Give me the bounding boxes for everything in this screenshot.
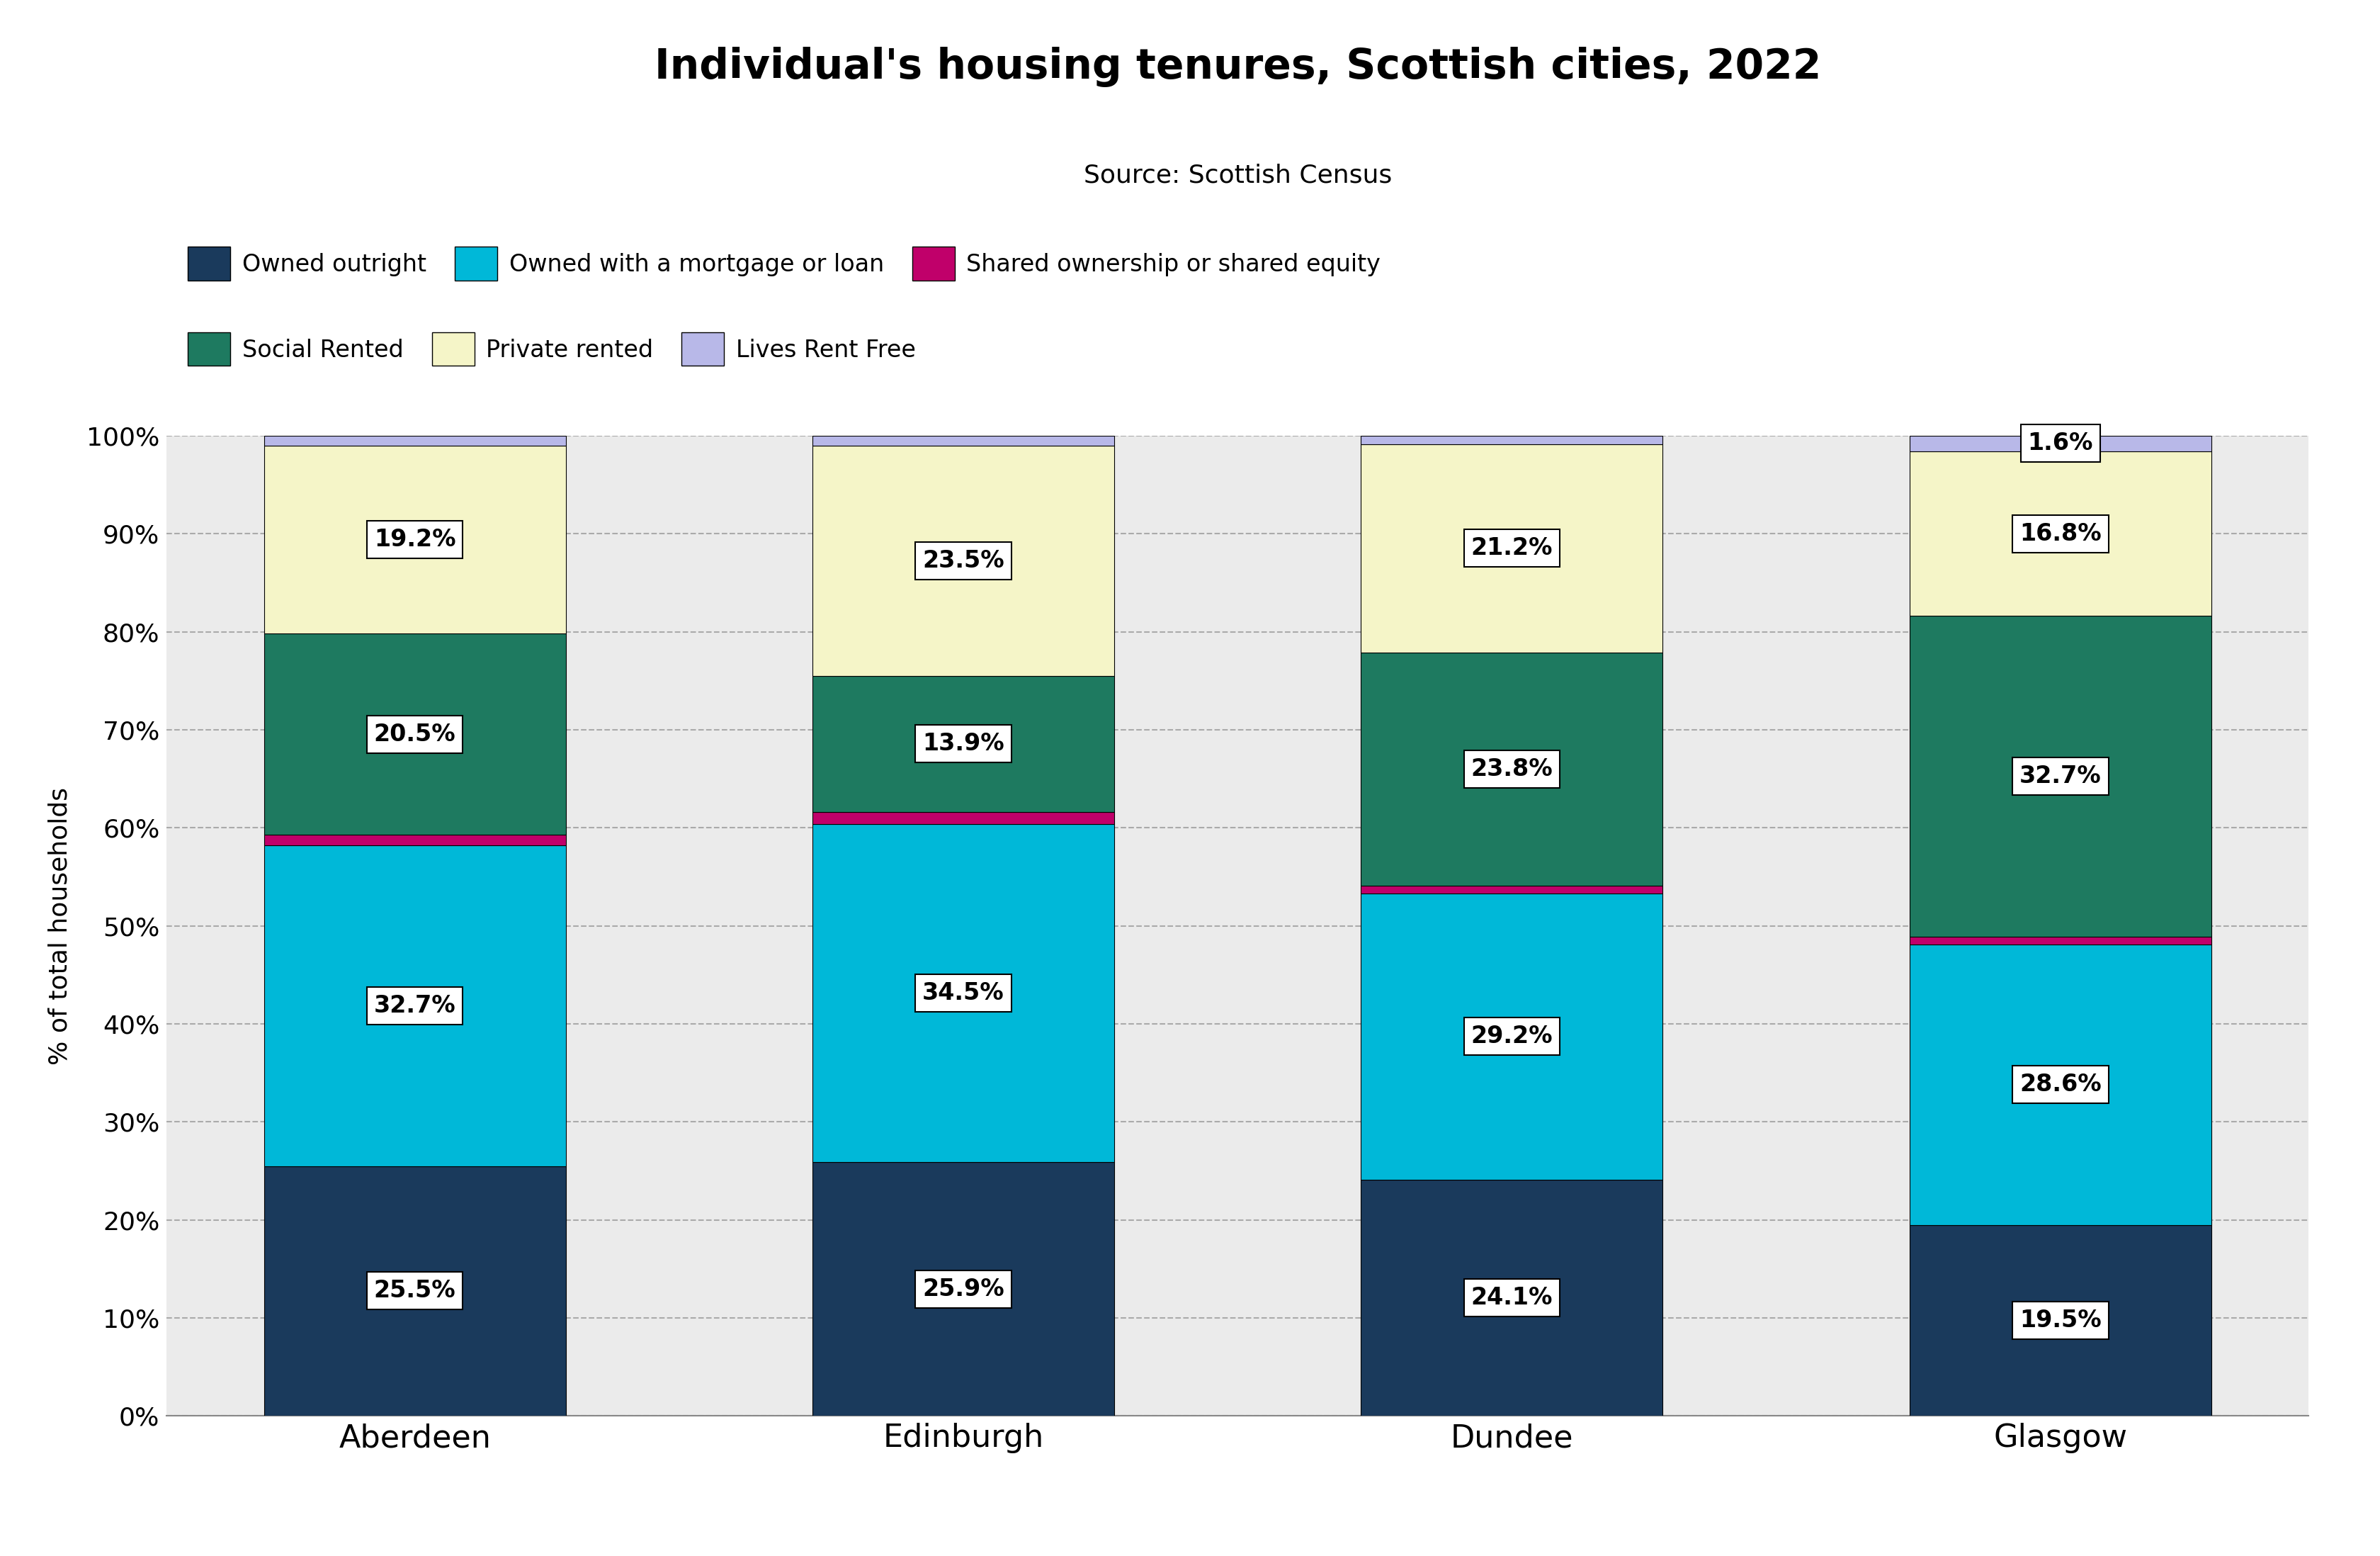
Text: 19.2%: 19.2%: [374, 527, 455, 551]
Text: 20.5%: 20.5%: [374, 722, 455, 745]
Text: 23.8%: 23.8%: [1471, 758, 1552, 781]
Text: 32.7%: 32.7%: [2021, 764, 2102, 787]
Bar: [1361, 436, 1664, 445]
Text: 24.1%: 24.1%: [1471, 1287, 1552, 1310]
Bar: [812, 675, 1114, 812]
Bar: [1909, 616, 2211, 937]
Bar: [1361, 1179, 1664, 1416]
Legend: Social Rented, Private rented, Lives Rent Free: Social Rented, Private rented, Lives Ren…: [178, 324, 926, 375]
Bar: [1909, 1225, 2211, 1416]
Text: 29.2%: 29.2%: [1471, 1025, 1552, 1049]
Text: 28.6%: 28.6%: [2021, 1074, 2102, 1097]
Text: 32.7%: 32.7%: [374, 994, 455, 1018]
Bar: [264, 1165, 566, 1416]
Text: 13.9%: 13.9%: [923, 733, 1004, 756]
Bar: [1909, 436, 2211, 451]
Bar: [812, 436, 1114, 445]
Text: Source: Scottish Census: Source: Scottish Census: [1083, 163, 1392, 187]
Text: 34.5%: 34.5%: [923, 982, 1004, 1005]
Text: 16.8%: 16.8%: [2021, 521, 2102, 546]
Bar: [1909, 944, 2211, 1225]
Bar: [264, 436, 566, 445]
Text: 19.5%: 19.5%: [2021, 1309, 2102, 1332]
Text: 1.6%: 1.6%: [2028, 433, 2092, 456]
Text: 21.2%: 21.2%: [1471, 537, 1552, 560]
Bar: [1909, 451, 2211, 616]
Bar: [812, 445, 1114, 675]
Text: Individual's housing tenures, Scottish cities, 2022: Individual's housing tenures, Scottish c…: [655, 47, 1821, 87]
Y-axis label: % of total households: % of total households: [48, 787, 71, 1064]
Bar: [812, 812, 1114, 823]
Bar: [812, 823, 1114, 1162]
Bar: [812, 1162, 1114, 1416]
Bar: [1361, 885, 1664, 893]
Bar: [1909, 937, 2211, 944]
Bar: [1361, 893, 1664, 1179]
Bar: [1361, 445, 1664, 652]
Bar: [264, 834, 566, 845]
Bar: [264, 445, 566, 633]
Text: 23.5%: 23.5%: [923, 549, 1004, 573]
Bar: [1361, 652, 1664, 885]
Legend: Owned outright, Owned with a mortgage or loan, Shared ownership or shared equity: Owned outright, Owned with a mortgage or…: [178, 238, 1390, 289]
Text: 25.5%: 25.5%: [374, 1279, 455, 1302]
Text: 25.9%: 25.9%: [923, 1277, 1004, 1301]
Bar: [264, 633, 566, 834]
Bar: [264, 845, 566, 1165]
